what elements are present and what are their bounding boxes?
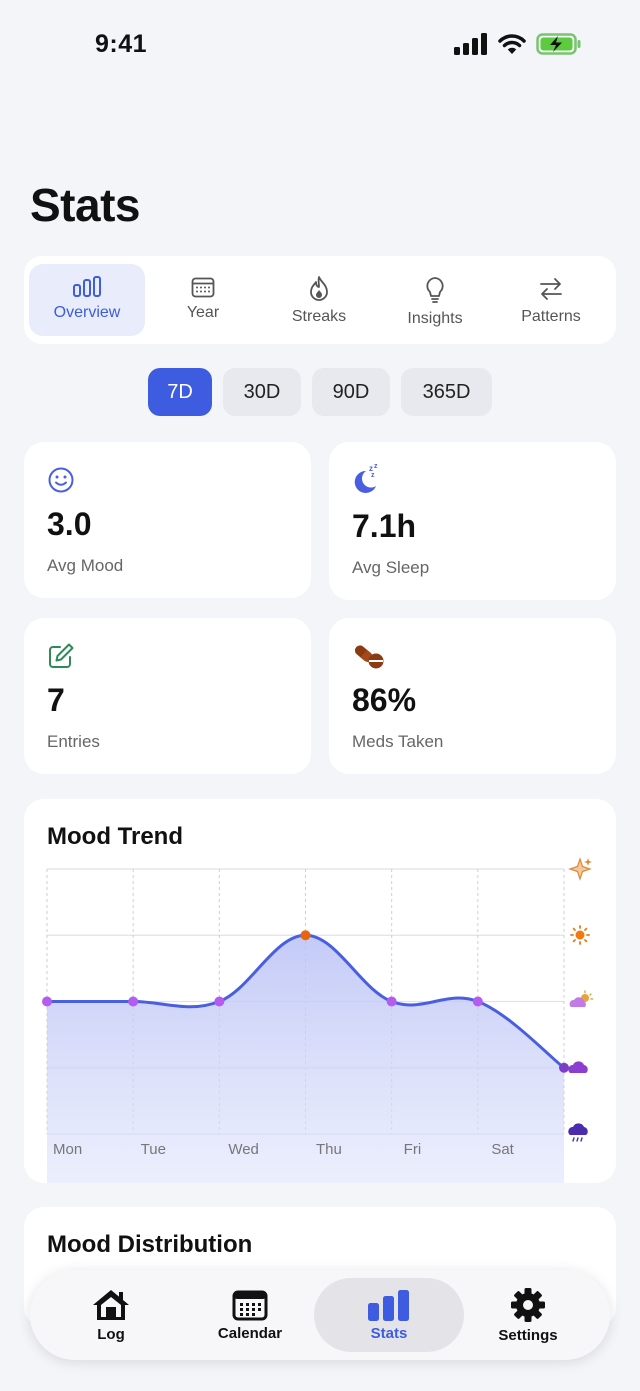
mood-trend-card: Mood Trend Mon Tue Wed Thu Fri Sat xyxy=(24,799,616,1183)
entries-label: Entries xyxy=(47,732,100,751)
tab-year[interactable]: Year xyxy=(145,264,261,336)
x-tick-label: Thu xyxy=(316,1141,342,1158)
smiley-icon xyxy=(48,467,74,493)
rain-cloud-icon xyxy=(568,1123,588,1142)
avg-sleep-card: z z z 7.1h Avg Sleep xyxy=(329,442,616,600)
svg-text:z: z xyxy=(369,464,373,473)
moon-zzz-icon: z z z xyxy=(354,463,378,493)
x-tick-label: Mon xyxy=(53,1141,82,1158)
mood-area xyxy=(47,935,564,1183)
mood-point-wed[interactable] xyxy=(214,996,225,1007)
edit-icon xyxy=(49,643,74,668)
mood-point-sat[interactable] xyxy=(472,996,483,1007)
nav-label: Log xyxy=(97,1325,125,1343)
partly-cloudy-icon xyxy=(569,990,594,1007)
range-365d-button[interactable]: 365D xyxy=(401,368,492,416)
x-tick-label: Tue xyxy=(141,1141,166,1158)
meds-card: 86% Meds Taken xyxy=(329,618,616,774)
stats-bars-icon xyxy=(368,1289,409,1321)
gear-icon xyxy=(511,1287,545,1322)
tab-patterns[interactable]: Patterns xyxy=(493,264,609,336)
pills-icon xyxy=(354,645,384,669)
nav-label: Calendar xyxy=(217,1324,283,1342)
mood-point-tue[interactable] xyxy=(128,996,139,1007)
nav-label: Stats xyxy=(370,1324,408,1342)
page-title: Stats xyxy=(30,179,140,231)
avg-sleep-value: 7.1h xyxy=(352,508,417,544)
tab-streaks[interactable]: Streaks xyxy=(261,264,377,336)
mood-trend-chart: Mon Tue Wed Thu Fri Sat xyxy=(42,857,594,1183)
home-icon xyxy=(93,1289,129,1320)
nav-label: Settings xyxy=(498,1326,558,1344)
sun-icon xyxy=(570,925,590,945)
tab-label: Overview xyxy=(53,304,121,321)
x-tick-label: Sat xyxy=(491,1141,514,1158)
arrows-swap-icon xyxy=(540,278,562,300)
mood-trend-title: Mood Trend xyxy=(47,823,183,850)
x-tick-label: Wed xyxy=(228,1141,259,1158)
status-time: 9:41 xyxy=(95,30,148,58)
battery-charging-icon xyxy=(536,33,581,55)
calendar-icon xyxy=(191,277,215,298)
avg-mood-label: Avg Mood xyxy=(47,556,124,575)
entries-value: 7 xyxy=(47,682,65,718)
status-icons xyxy=(454,33,582,55)
sparkles-icon xyxy=(568,857,592,881)
mood-point-fri[interactable] xyxy=(386,996,397,1007)
nav-calendar[interactable]: Calendar xyxy=(175,1278,325,1352)
avg-mood-value: 3.0 xyxy=(47,506,92,542)
range-30d-button[interactable]: 30D xyxy=(223,368,301,416)
signal-icon xyxy=(454,33,487,55)
tab-insights[interactable]: Insights xyxy=(377,264,493,336)
wifi-icon xyxy=(498,34,526,54)
tab-label: Insights xyxy=(407,310,463,327)
tab-label: Patterns xyxy=(521,308,581,325)
mood-point-sun[interactable] xyxy=(559,1062,569,1073)
svg-text:z: z xyxy=(374,463,378,470)
tab-label: Year xyxy=(186,304,220,321)
mood-distribution-title: Mood Distribution xyxy=(47,1231,253,1258)
nav-settings[interactable]: Settings xyxy=(453,1278,603,1352)
mood-point-thu[interactable] xyxy=(300,930,311,941)
x-tick-label: Fri xyxy=(404,1141,422,1158)
flame-icon xyxy=(310,276,328,301)
avg-sleep-label: Avg Sleep xyxy=(352,558,430,577)
tab-label: Streaks xyxy=(291,308,347,325)
nav-stats[interactable]: Stats xyxy=(314,1278,464,1352)
lightbulb-icon xyxy=(426,277,444,303)
range-90d-button[interactable]: 90D xyxy=(312,368,390,416)
bar-chart-icon xyxy=(73,276,101,297)
meds-label: Meds Taken xyxy=(352,732,444,751)
range-7d-button[interactable]: 7D xyxy=(148,368,212,416)
calendar-grid-icon xyxy=(232,1290,268,1320)
tab-overview[interactable]: Overview xyxy=(29,264,145,336)
cloud-icon xyxy=(568,1061,588,1073)
svg-text:z: z xyxy=(371,472,375,479)
mood-point-mon[interactable] xyxy=(42,996,52,1007)
bottom-nav: Log Calendar Stats xyxy=(30,1270,610,1360)
avg-mood-card: 3.0 Avg Mood xyxy=(24,442,311,598)
nav-log[interactable]: Log xyxy=(36,1278,186,1352)
meds-value: 86% xyxy=(352,682,417,718)
entries-card: 7 Entries xyxy=(24,618,311,774)
stats-tab-bar: Overview Year Streaks Insights Patterns xyxy=(24,256,616,344)
